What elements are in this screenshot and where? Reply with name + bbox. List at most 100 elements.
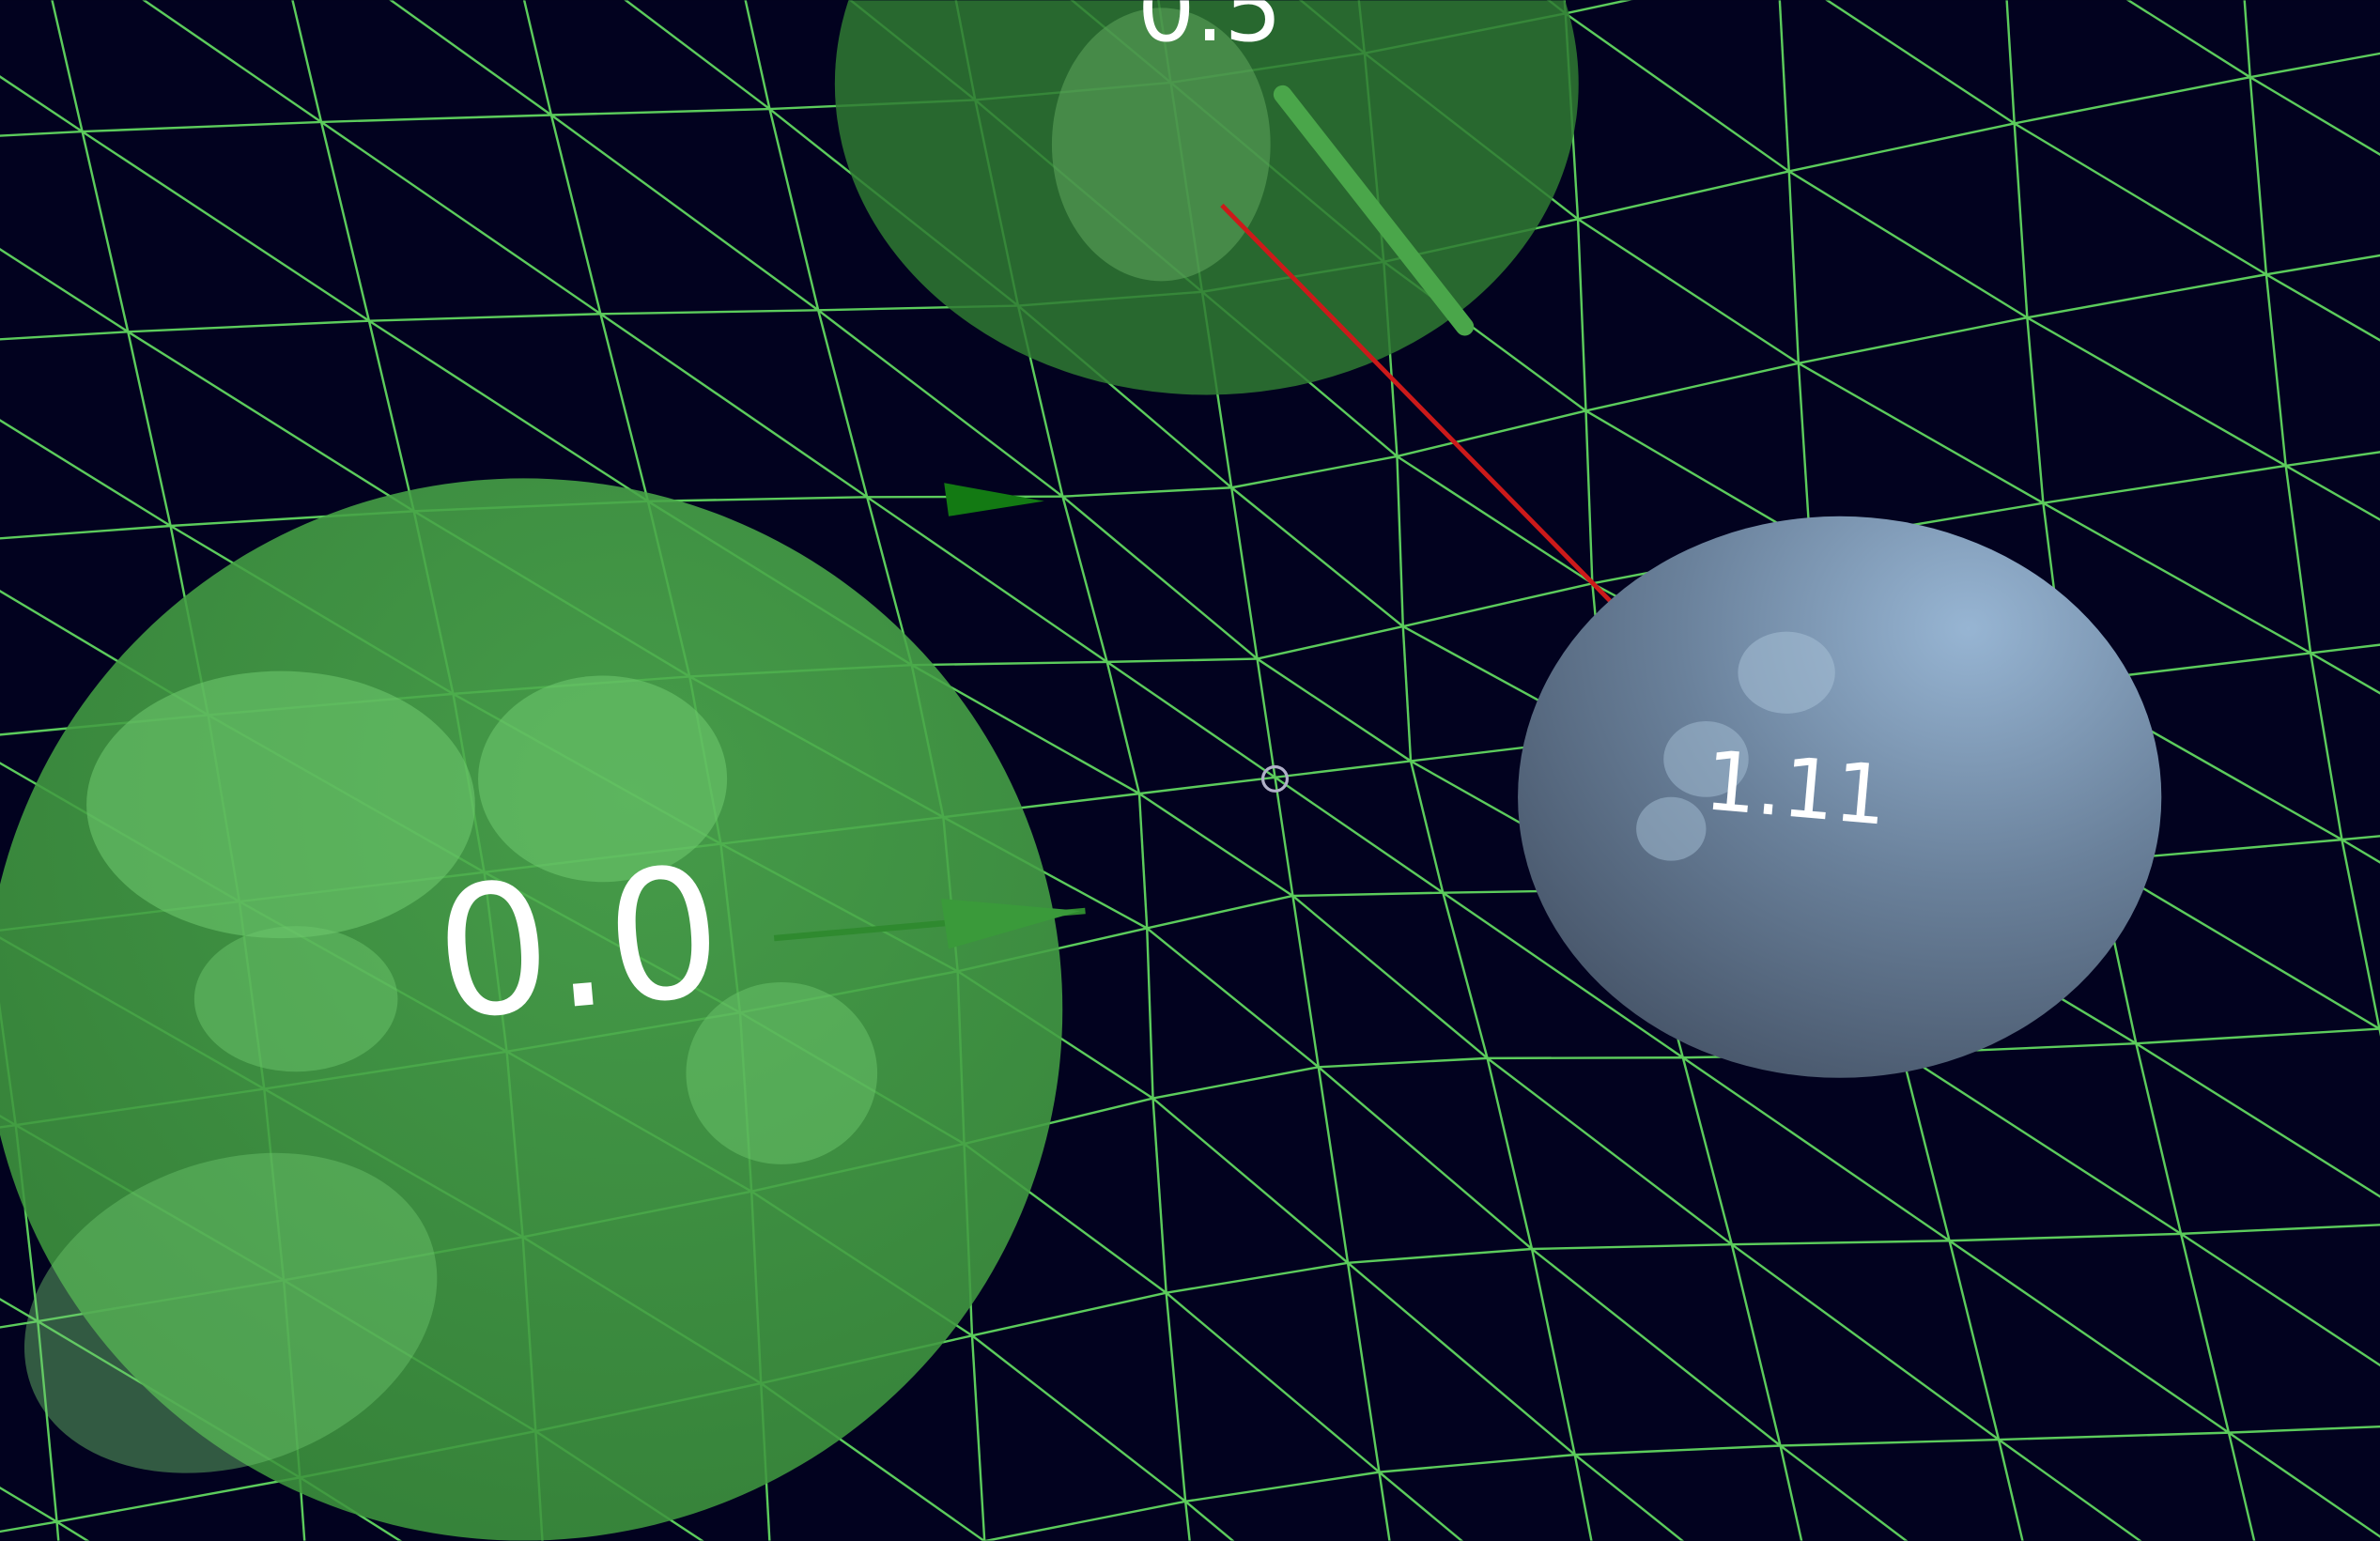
mesh-edge	[2136, 1027, 2380, 1045]
mesh-edge	[1165, 1292, 1187, 1502]
inner-bubble	[193, 926, 398, 1072]
mesh-edge	[2249, 77, 2268, 275]
mesh-edge	[82, 120, 322, 133]
mesh-edge	[1061, 496, 1108, 663]
mesh-edge	[1230, 486, 1404, 628]
mesh-edge	[2249, 52, 2380, 79]
mesh-edge	[1230, 455, 1398, 489]
mesh-edge	[1565, 12, 1790, 173]
direction-cone	[944, 483, 1044, 516]
mesh-edge	[866, 496, 1108, 663]
mesh-edge	[1531, 1242, 1732, 1251]
mesh-edge	[624, 0, 771, 111]
mesh-edge	[1573, 1454, 1685, 1541]
mesh-edge	[817, 310, 869, 498]
mesh-edge	[1442, 892, 1489, 1059]
mesh-edge	[1779, 1445, 1803, 1541]
inner-bubble	[478, 675, 728, 883]
mesh-edge	[599, 313, 650, 502]
mesh-edge	[2264, 274, 2287, 467]
mesh-edge	[1576, 219, 1587, 411]
mesh-edge	[1105, 660, 1276, 778]
inner-bubble	[86, 670, 475, 939]
mesh-edge	[2249, 76, 2380, 157]
mesh-edge	[1574, 1444, 1781, 1456]
mesh-edge	[1291, 895, 1489, 1059]
arrow-head	[940, 899, 1081, 949]
mesh-edge	[744, 0, 771, 110]
mesh-edge	[2013, 123, 2029, 318]
mesh-edge	[2285, 451, 2380, 468]
mesh-edge	[983, 1500, 1186, 1541]
inner-bubble	[686, 981, 878, 1164]
mesh-edge	[1396, 455, 1404, 627]
connection-line	[1220, 203, 1614, 605]
mesh-edge	[1146, 928, 1154, 1099]
mesh-edge	[550, 107, 770, 116]
sphere-label: 1.11	[1701, 732, 1891, 844]
mesh-edge	[2228, 1425, 2380, 1434]
mesh-edge	[2265, 273, 2380, 342]
inner-bubble	[1636, 796, 1707, 861]
mesh-edge	[1573, 1454, 1593, 1541]
mesh-edge	[1901, 1052, 2182, 1235]
mesh-edge	[1397, 409, 1586, 458]
mesh-edge	[1530, 1248, 1576, 1456]
sphere-label: 0.5	[1137, 0, 1282, 62]
inner-bubble	[1663, 720, 1749, 797]
mesh-edge	[1409, 761, 1445, 893]
mesh-edge	[1105, 661, 1141, 794]
mesh-edge	[1731, 1243, 2000, 1441]
mesh-edge	[127, 331, 415, 513]
mesh-edge	[1681, 1056, 1733, 1245]
mesh-edge	[1165, 1291, 1381, 1473]
mesh-edge	[299, 1477, 306, 1541]
mesh-edge	[1274, 776, 1445, 894]
mesh-edge	[970, 1335, 986, 1541]
mesh-edge	[0, 524, 171, 540]
mesh-edge	[550, 114, 819, 312]
mesh-edge	[367, 320, 415, 512]
mesh-edge	[1257, 624, 1404, 660]
mesh-edge	[1798, 362, 2045, 504]
mesh-edge	[1442, 891, 1684, 1059]
mesh-edge	[128, 319, 369, 333]
mesh-edge	[2284, 465, 2312, 654]
mesh-edge	[0, 1486, 58, 1523]
mesh-edge	[1585, 362, 1800, 412]
mesh-edge	[2005, 0, 2016, 124]
mesh-edge	[1275, 760, 1412, 778]
objects: 0.5 0.0 1.11	[0, 0, 2162, 1541]
mesh-edge	[389, 0, 552, 116]
mesh-edge	[1577, 170, 1790, 221]
mesh-edge	[1682, 1056, 1951, 1242]
mesh-edge	[1487, 1056, 1683, 1060]
mesh-edge	[0, 75, 84, 133]
mesh-edge	[37, 1320, 58, 1522]
mesh-edge	[0, 248, 129, 333]
mesh-edge	[2285, 464, 2380, 521]
mesh-edge	[1779, 1444, 1909, 1541]
mesh-edge	[1151, 1097, 1349, 1264]
mesh-edge	[1274, 777, 1294, 897]
mesh-edge	[1999, 1431, 2229, 1441]
mesh-edge	[2310, 643, 2380, 655]
mesh-edge	[1730, 1243, 1782, 1446]
mesh-edge	[2014, 75, 2250, 125]
inner-bubble	[23, 1152, 438, 1473]
mesh-edge	[1778, 0, 1790, 172]
mesh-edge	[320, 120, 602, 316]
mesh-edge	[1797, 362, 1812, 543]
mesh-edge	[1788, 170, 2029, 319]
mesh-edge	[2042, 501, 2311, 655]
mesh-edge	[1584, 410, 1594, 584]
mesh-edge	[142, 0, 322, 123]
mesh-edge	[1256, 657, 1412, 763]
mesh-edge	[1184, 1471, 1380, 1503]
mesh-edge	[2180, 1232, 2380, 1367]
mesh-edge	[1138, 793, 1294, 897]
mesh-edge	[2043, 464, 2286, 504]
mesh-edge	[2125, 0, 2251, 79]
mesh-edge	[1137, 794, 1149, 929]
